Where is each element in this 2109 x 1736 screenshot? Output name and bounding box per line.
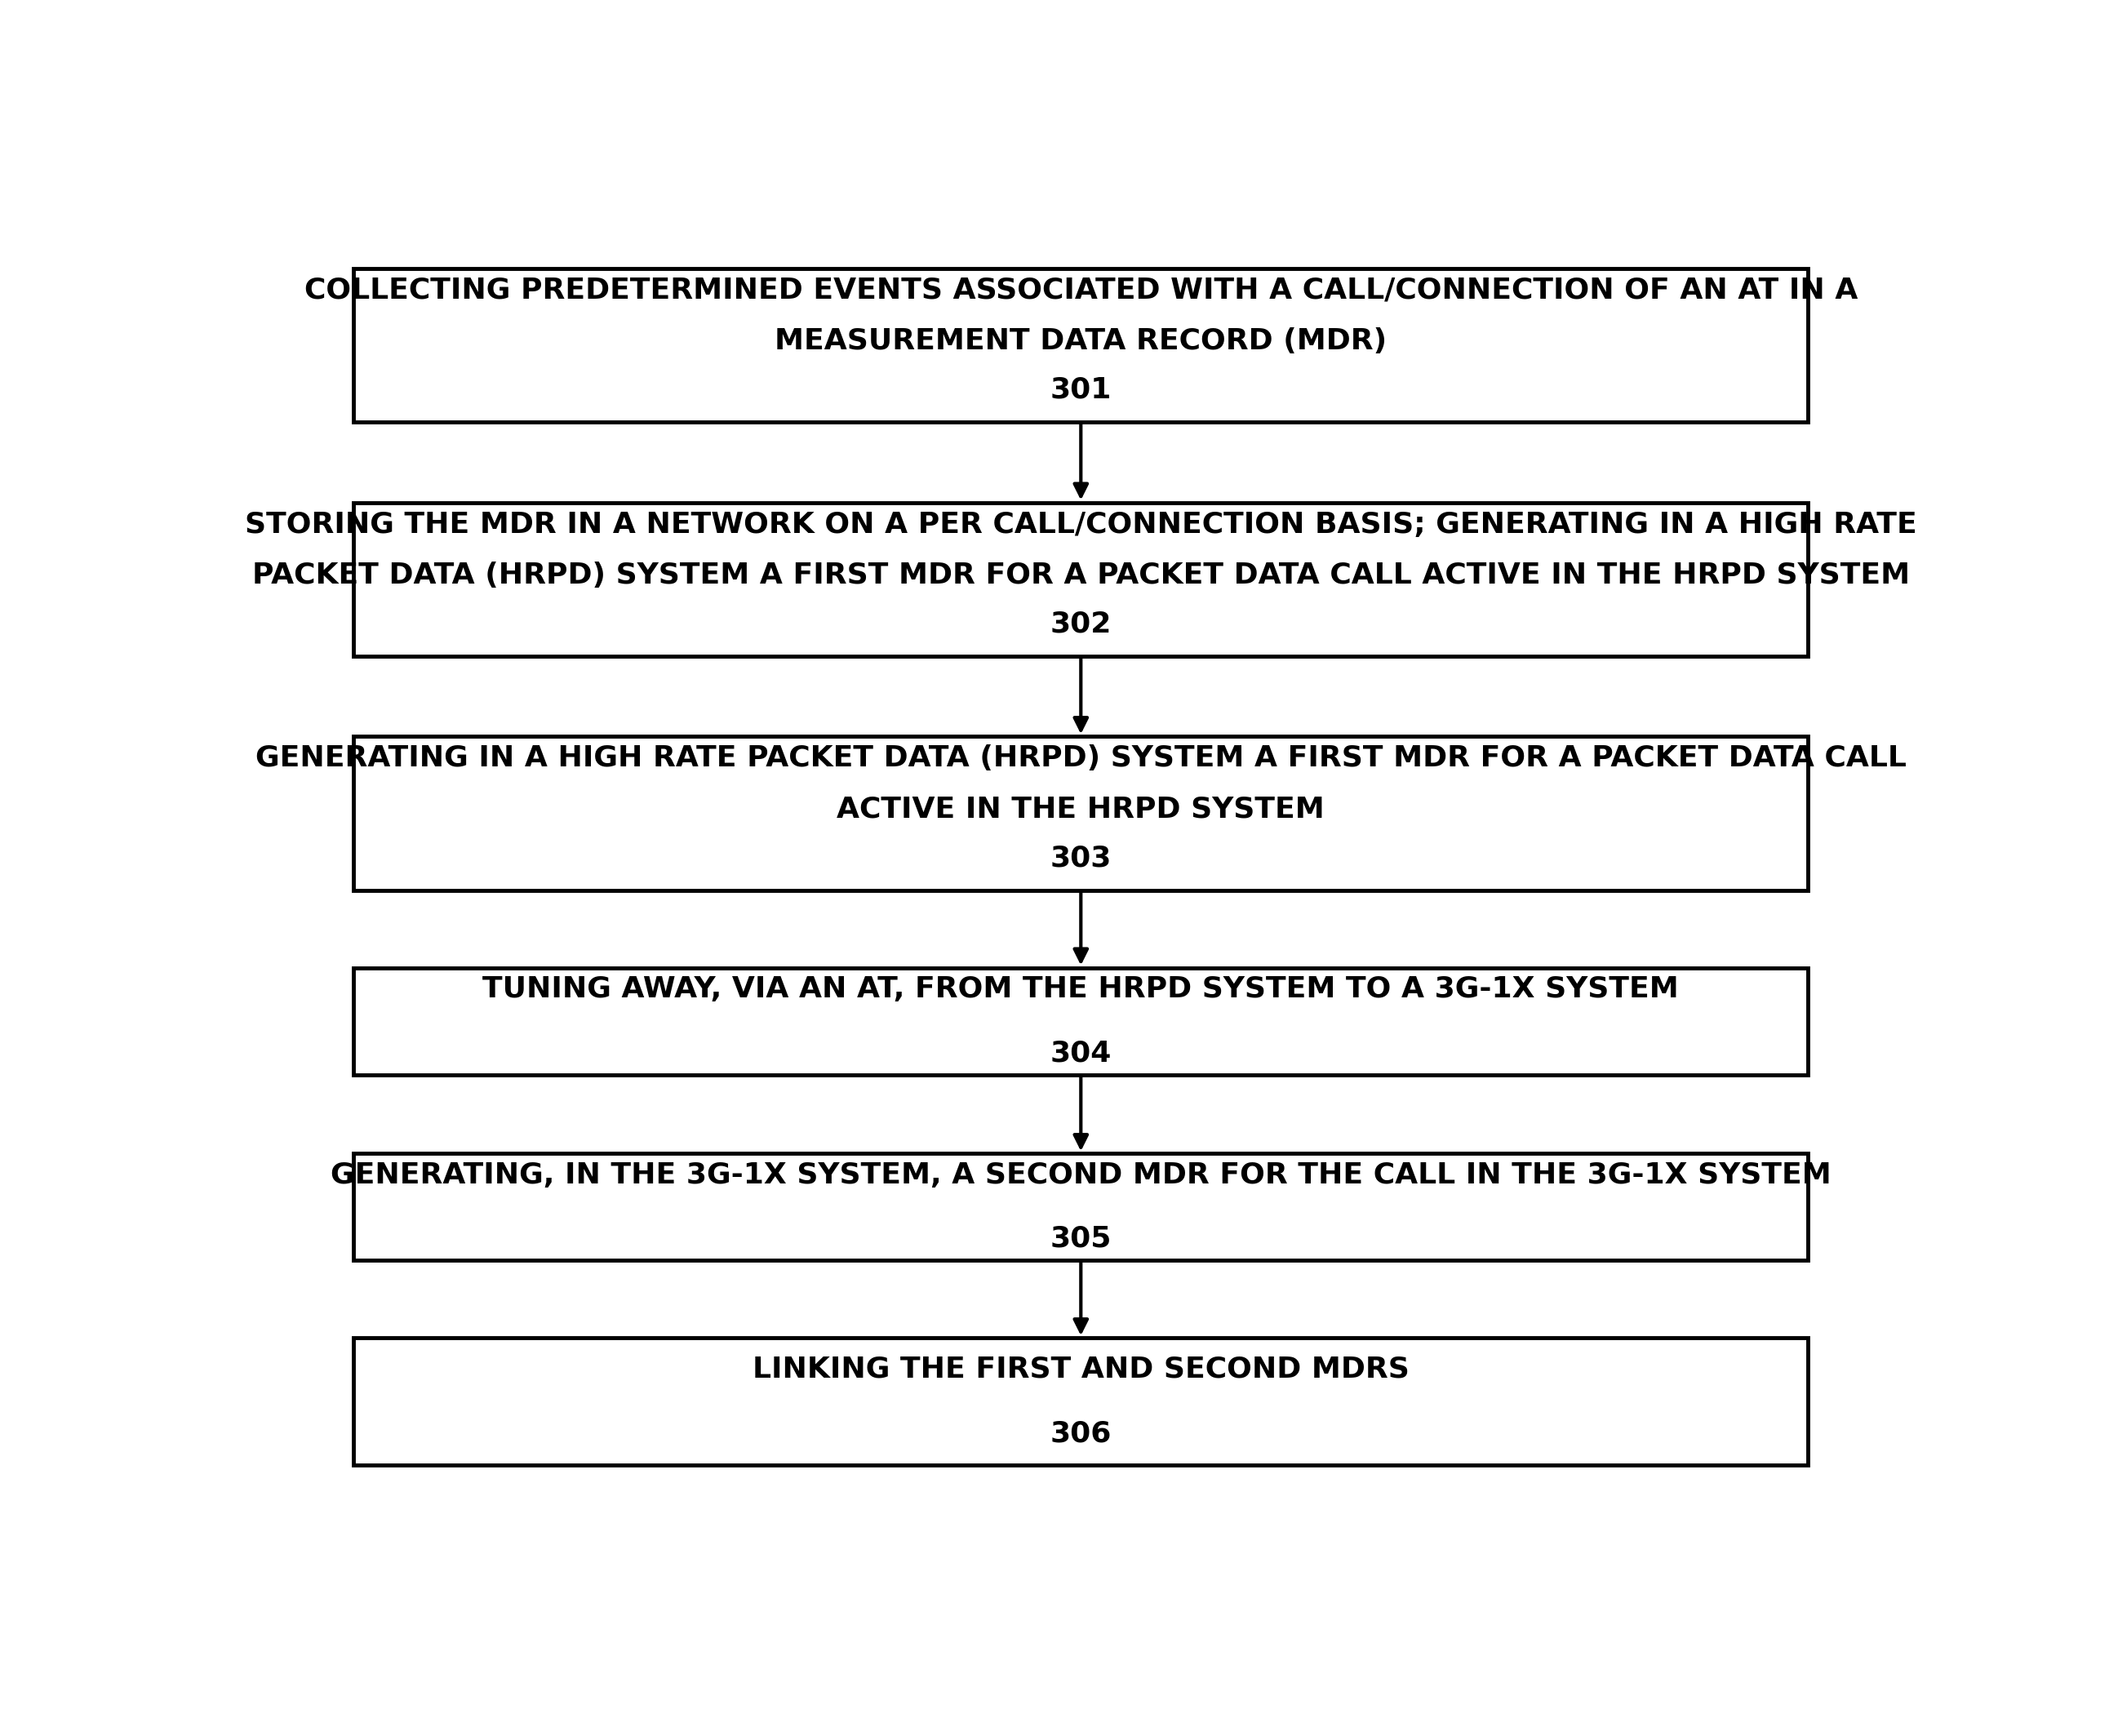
- FancyBboxPatch shape: [354, 502, 1807, 656]
- Text: 303: 303: [1050, 844, 1111, 871]
- Text: 304: 304: [1050, 1040, 1111, 1068]
- FancyBboxPatch shape: [354, 269, 1807, 422]
- Text: ACTIVE IN THE HRPD SYSTEM: ACTIVE IN THE HRPD SYSTEM: [837, 795, 1324, 823]
- Text: 305: 305: [1050, 1226, 1111, 1253]
- Text: MEASUREMENT DATA RECORD (MDR): MEASUREMENT DATA RECORD (MDR): [774, 328, 1388, 356]
- Text: PACKET DATA (HRPD) SYSTEM A FIRST MDR FOR A PACKET DATA CALL ACTIVE IN THE HRPD : PACKET DATA (HRPD) SYSTEM A FIRST MDR FO…: [251, 561, 1911, 589]
- FancyBboxPatch shape: [354, 1338, 1807, 1465]
- Text: GENERATING, IN THE 3G-1X SYSTEM, A SECOND MDR FOR THE CALL IN THE 3G-1X SYSTEM: GENERATING, IN THE 3G-1X SYSTEM, A SECON…: [331, 1161, 1831, 1189]
- FancyBboxPatch shape: [354, 967, 1807, 1075]
- Text: COLLECTING PREDETERMINED EVENTS ASSOCIATED WITH A CALL/CONNECTION OF AN AT IN A: COLLECTING PREDETERMINED EVENTS ASSOCIAT…: [304, 276, 1858, 304]
- FancyBboxPatch shape: [354, 736, 1807, 891]
- FancyBboxPatch shape: [354, 1153, 1807, 1260]
- Text: 306: 306: [1050, 1420, 1111, 1448]
- Text: LINKING THE FIRST AND SECOND MDRS: LINKING THE FIRST AND SECOND MDRS: [753, 1356, 1409, 1384]
- Text: STORING THE MDR IN A NETWORK ON A PER CALL/CONNECTION BASIS; GENERATING IN A HIG: STORING THE MDR IN A NETWORK ON A PER CA…: [245, 510, 1917, 538]
- Text: GENERATING IN A HIGH RATE PACKET DATA (HRPD) SYSTEM A FIRST MDR FOR A PACKET DAT: GENERATING IN A HIGH RATE PACKET DATA (H…: [255, 745, 1907, 773]
- Text: TUNING AWAY, VIA AN AT, FROM THE HRPD SYSTEM TO A 3G-1X SYSTEM: TUNING AWAY, VIA AN AT, FROM THE HRPD SY…: [483, 976, 1679, 1003]
- Text: 301: 301: [1050, 377, 1111, 404]
- Text: 302: 302: [1050, 609, 1111, 637]
